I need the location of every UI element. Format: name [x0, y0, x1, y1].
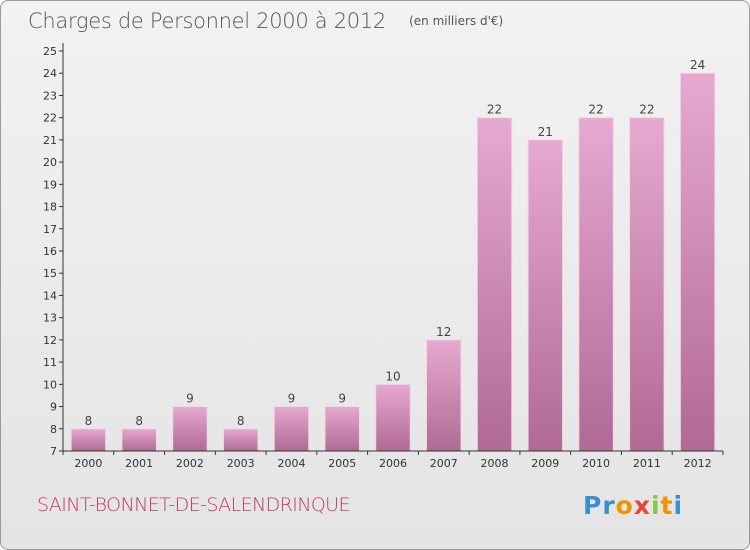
- x-tick-label: 2011: [633, 457, 661, 470]
- data-label: 21: [538, 125, 553, 139]
- bar-2008: [476, 117, 513, 452]
- logo-letter: P: [583, 491, 603, 520]
- x-tick-label: 2004: [277, 457, 305, 470]
- chart-title: Charges de Personnel 2000 à 2012: [28, 9, 386, 33]
- x-tick-label: 2000: [74, 457, 102, 470]
- y-tick-label: 13: [43, 312, 57, 325]
- y-tick-label: 12: [43, 334, 57, 347]
- data-label: 8: [237, 414, 245, 428]
- data-label: 22: [639, 103, 654, 117]
- data-label: 8: [135, 414, 143, 428]
- data-label: 10: [385, 369, 400, 383]
- y-tick-label: 10: [43, 378, 57, 391]
- bar-2007: [426, 339, 462, 452]
- y-tick-label: 11: [43, 356, 57, 369]
- bar-2010: [578, 117, 614, 452]
- bar-2005: [324, 406, 360, 452]
- y-tick-label: 19: [43, 178, 57, 191]
- y-axis: 7 8 9 10 11 12 13 14 15 16 17 18 19 20 21 22 23 24 25: [43, 43, 64, 458]
- x-tick-label: 2007: [430, 457, 458, 470]
- bar-2011: [629, 117, 665, 452]
- y-tick-label: 8: [50, 423, 57, 436]
- bar-2009: [527, 139, 564, 452]
- y-tick-label: 24: [43, 67, 57, 80]
- bar-2006: [375, 383, 411, 452]
- x-tick-label: 2006: [379, 457, 407, 470]
- data-label: 9: [186, 392, 194, 406]
- x-axis: 2000 2001 2002 2003 2004 2005 2006 2007 2008 2009…: [62, 450, 724, 470]
- x-tick-label: 2009: [531, 457, 559, 470]
- data-labels-group: 8 8 9 8 9 9 10 12 22 21 22 22 24: [85, 58, 706, 428]
- x-tick-label: 2010: [582, 457, 610, 470]
- proxiti-logo[interactable]: Proxiti: [583, 491, 683, 520]
- y-tick-label: 15: [43, 267, 57, 280]
- logo-letter: i: [673, 491, 684, 520]
- bar-2000: [70, 428, 107, 452]
- logo-letter: o: [615, 491, 634, 520]
- y-tick-label: 16: [43, 245, 57, 258]
- bars-group: [70, 72, 716, 452]
- place-name: SAINT-BONNET-DE-SALENDRINQUE: [37, 494, 351, 516]
- x-tick-label: 2012: [684, 457, 712, 470]
- y-tick-label: 20: [43, 156, 57, 169]
- y-tick-label: 22: [43, 112, 57, 125]
- data-label: 22: [487, 103, 502, 117]
- logo-letter: t: [660, 491, 674, 520]
- data-label: 8: [85, 414, 93, 428]
- chart-title-block: Charges de Personnel 2000 à 2012 (en mil…: [28, 9, 503, 33]
- data-label: 24: [690, 58, 705, 72]
- bar-2004: [273, 406, 310, 452]
- chart-subtitle: (en milliers d'€): [409, 14, 504, 28]
- y-tick-label: 18: [43, 201, 57, 214]
- y-tick-label: 14: [43, 289, 57, 302]
- x-tick-label: 2002: [176, 457, 204, 470]
- bar-2001: [121, 428, 157, 452]
- bar-2012: [679, 72, 716, 452]
- bar-2003: [222, 428, 259, 452]
- data-label: 9: [338, 392, 346, 406]
- logo-letter: r: [602, 491, 616, 520]
- logo-letter: i: [651, 491, 661, 520]
- x-tick-label: 2001: [125, 457, 153, 470]
- data-label: 22: [588, 103, 603, 117]
- y-tick-label: 25: [43, 45, 57, 58]
- y-tick-label: 17: [43, 223, 57, 236]
- logo-letter: x: [633, 491, 651, 520]
- y-tick-label: 7: [50, 445, 57, 458]
- bar-2002: [172, 406, 208, 452]
- y-tick-label: 23: [43, 89, 57, 102]
- data-label: 9: [288, 392, 296, 406]
- data-label: 12: [436, 325, 451, 339]
- x-tick-label: 2003: [227, 457, 255, 470]
- y-tick-label: 21: [43, 134, 57, 147]
- y-tick-label: 9: [50, 401, 57, 414]
- x-tick-label: 2005: [328, 457, 356, 470]
- x-tick-label: 2008: [481, 457, 509, 470]
